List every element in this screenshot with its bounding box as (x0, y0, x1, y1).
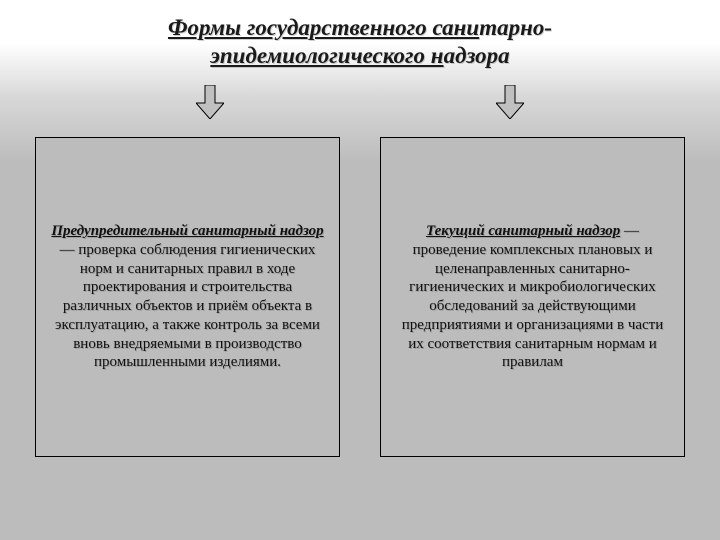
right-heading: Текущий санитарный надзор (426, 223, 620, 239)
left-box: Предупредительный санитарный надзор — пр… (35, 137, 340, 457)
right-box-text: Текущий санитарный надзор — проведение к… (393, 222, 672, 372)
right-body: — проведение комплексных плановых и целе… (402, 223, 664, 370)
title-line1-rest: тарно- (479, 15, 552, 40)
down-arrow-icon (496, 85, 524, 119)
right-box: Текущий санитарный надзор — проведение к… (380, 137, 685, 457)
title-line2-rest: адзора (444, 43, 510, 68)
left-body: — проверка соблюдения гигиенических норм… (55, 242, 320, 371)
left-heading: Предупредительный санитарный надзор (51, 223, 323, 239)
box-row: Предупредительный санитарный надзор — пр… (0, 137, 720, 457)
down-arrow-icon (196, 85, 224, 119)
arrow-row (60, 85, 660, 119)
slide-background: Формы государственного санитарно- эпидем… (0, 0, 720, 540)
left-box-text: Предупредительный санитарный надзор — пр… (48, 222, 327, 372)
title-line1-underlined: Формы государственного сани (168, 15, 479, 40)
title-line2-underlined: эпидемиологического н (210, 43, 443, 68)
slide-title: Формы государственного санитарно- эпидем… (0, 0, 720, 69)
